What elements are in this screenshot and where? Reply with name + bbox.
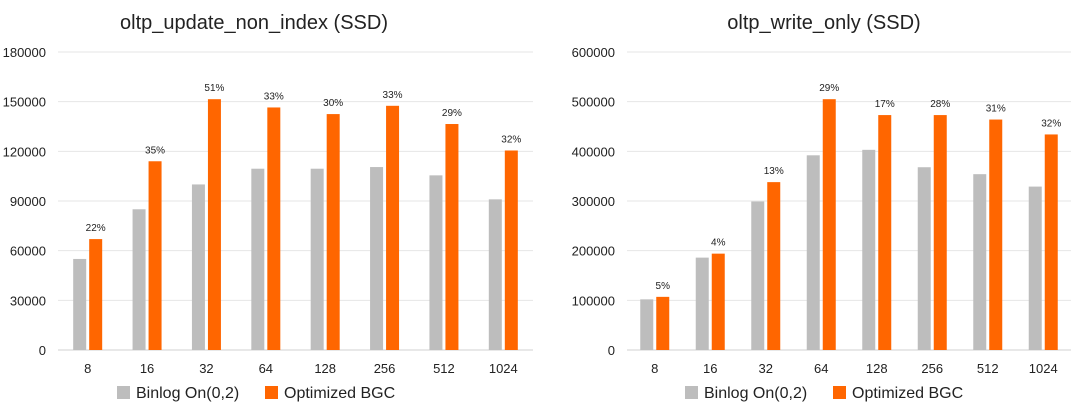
bar-optimized-8 bbox=[656, 296, 670, 350]
bar-binlog-1024 bbox=[488, 199, 502, 350]
bar-optimized-128 bbox=[878, 115, 892, 351]
legend-swatch-optimized bbox=[833, 386, 846, 399]
legend-label-binlog: Binlog On(0,2) bbox=[136, 385, 239, 402]
bar-optimized-8 bbox=[89, 239, 103, 350]
bar-binlog-16 bbox=[132, 209, 146, 350]
bar-binlog-16 bbox=[695, 257, 709, 350]
y-tick-label: 180000 bbox=[3, 45, 46, 60]
improvement-label: 30% bbox=[323, 98, 343, 109]
x-tick-label: 128 bbox=[314, 361, 336, 376]
y-tick-label: 600000 bbox=[572, 45, 615, 60]
y-tick-label: 400000 bbox=[572, 144, 615, 159]
x-tick-label: 256 bbox=[374, 361, 396, 376]
bar-optimized-32 bbox=[767, 182, 781, 350]
bar-binlog-32 bbox=[191, 184, 205, 350]
bar-optimized-1024 bbox=[504, 150, 518, 350]
y-tick-label: 30000 bbox=[10, 293, 46, 308]
x-tick-label: 8 bbox=[651, 361, 658, 376]
chart-panel-1: oltp_update_non_index (SSD) 0 30000 60000 90… bbox=[3, 12, 533, 402]
x-tick-label: 16 bbox=[140, 361, 154, 376]
improvement-label: 28% bbox=[930, 99, 950, 110]
bar-binlog-32 bbox=[751, 201, 765, 350]
y-tick-label: 0 bbox=[608, 343, 615, 358]
bar-binlog-64 bbox=[251, 168, 265, 350]
y-tick-label: 100000 bbox=[572, 293, 615, 308]
y-tick-label: 200000 bbox=[572, 244, 615, 259]
legend-label-optimized: Optimized BGC bbox=[284, 385, 395, 402]
x-tick-label: 16 bbox=[703, 361, 717, 376]
y-tick-label: 60000 bbox=[10, 244, 46, 259]
bar-binlog-8 bbox=[73, 258, 87, 350]
bar-optimized-512 bbox=[989, 119, 1003, 351]
legend-swatch-binlog bbox=[117, 386, 130, 399]
bar-binlog-128 bbox=[310, 168, 324, 350]
y-tick-label: 120000 bbox=[3, 144, 46, 159]
bar-binlog-512 bbox=[973, 174, 987, 350]
x-tick-label: 8 bbox=[84, 361, 91, 376]
chart-panel-2: oltp_write_only (SSD) 0 100000 200000 300000… bbox=[572, 12, 1071, 402]
bar-optimized-256 bbox=[933, 115, 947, 351]
bar-binlog-8 bbox=[640, 299, 654, 350]
y-tick-label: 0 bbox=[39, 343, 46, 358]
improvement-label: 33% bbox=[264, 91, 284, 102]
bar-optimized-64 bbox=[267, 107, 281, 350]
improvement-label: 35% bbox=[145, 145, 165, 156]
y-tick-label: 150000 bbox=[3, 95, 46, 110]
bar-binlog-512 bbox=[429, 175, 443, 350]
x-tick-label: 1024 bbox=[489, 361, 518, 376]
bar-binlog-256 bbox=[917, 167, 931, 350]
improvement-label: 29% bbox=[819, 83, 839, 94]
bar-optimized-128 bbox=[326, 114, 340, 350]
improvement-label: 32% bbox=[501, 135, 521, 146]
legend-swatch-optimized bbox=[265, 386, 278, 399]
x-tick-label: 1024 bbox=[1029, 361, 1058, 376]
x-tick-label: 32 bbox=[199, 361, 213, 376]
improvement-label: 29% bbox=[442, 108, 462, 119]
improvement-label: 31% bbox=[986, 104, 1006, 115]
improvement-label: 17% bbox=[875, 99, 895, 110]
bar-binlog-1024 bbox=[1028, 186, 1042, 350]
bar-optimized-16 bbox=[711, 253, 725, 350]
x-tick-label: 64 bbox=[259, 361, 273, 376]
y-tick-label: 300000 bbox=[572, 194, 615, 209]
legend: Binlog On(0,2) Optimized BGC bbox=[685, 385, 963, 402]
x-tick-label: 256 bbox=[921, 361, 943, 376]
improvement-label: 5% bbox=[656, 281, 671, 292]
bar-optimized-1024 bbox=[1044, 134, 1058, 350]
x-tick-label: 128 bbox=[866, 361, 888, 376]
improvement-label: 33% bbox=[383, 90, 403, 101]
x-tick-label: 64 bbox=[814, 361, 828, 376]
bar-optimized-64 bbox=[822, 99, 836, 350]
x-tick-label: 512 bbox=[977, 361, 999, 376]
y-tick-label: 500000 bbox=[572, 95, 615, 110]
improvement-label: 4% bbox=[711, 238, 726, 249]
y-tick-label: 90000 bbox=[10, 194, 46, 209]
improvement-label: 51% bbox=[204, 83, 224, 94]
x-tick-label: 32 bbox=[759, 361, 773, 376]
bar-optimized-16 bbox=[148, 161, 162, 350]
bar-binlog-256 bbox=[370, 167, 384, 350]
legend-swatch-binlog bbox=[685, 386, 698, 399]
bar-binlog-128 bbox=[862, 149, 876, 350]
bar-optimized-256 bbox=[386, 105, 400, 350]
improvement-label: 32% bbox=[1041, 118, 1061, 129]
legend-label-optimized: Optimized BGC bbox=[852, 385, 963, 402]
x-tick-label: 512 bbox=[433, 361, 455, 376]
improvement-label: 22% bbox=[86, 223, 106, 234]
bar-optimized-512 bbox=[445, 124, 459, 351]
bar-binlog-64 bbox=[806, 155, 820, 350]
improvement-label: 13% bbox=[764, 166, 784, 177]
legend: Binlog On(0,2) Optimized BGC bbox=[117, 385, 395, 402]
chart-title: oltp_write_only (SSD) bbox=[727, 12, 920, 34]
bar-optimized-32 bbox=[207, 99, 221, 350]
chart-title: oltp_update_non_index (SSD) bbox=[120, 12, 388, 34]
legend-label-binlog: Binlog On(0,2) bbox=[704, 385, 807, 402]
